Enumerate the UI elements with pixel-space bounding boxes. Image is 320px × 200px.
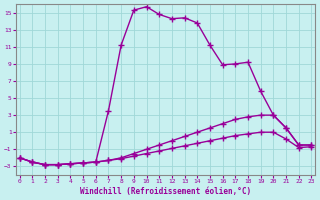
X-axis label: Windchill (Refroidissement éolien,°C): Windchill (Refroidissement éolien,°C): [80, 187, 251, 196]
